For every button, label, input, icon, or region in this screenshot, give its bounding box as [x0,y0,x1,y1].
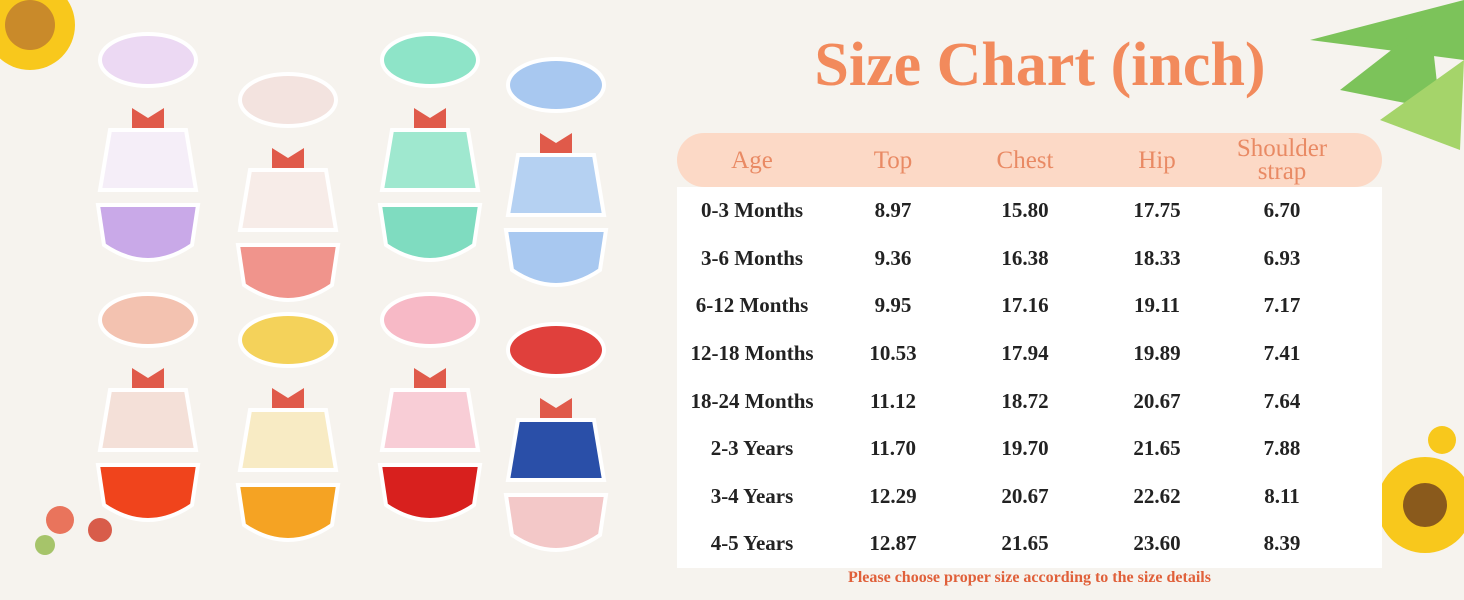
table-cell: 12-18 Months [690,341,814,366]
sunflower [1377,426,1464,553]
outfit-part [272,388,304,408]
column-header: Top [873,146,913,174]
outfit-part [540,133,572,153]
outfit-part [235,483,341,542]
table-cell: 22.62 [1133,483,1181,508]
outfit-part [377,203,483,262]
table-cell: 0-3 Months [700,198,804,223]
outfit-part [238,72,338,128]
leaves [1310,0,1464,150]
column-header: Age [731,146,773,174]
outfit-part [380,292,480,348]
table-cell: 23.60 [1133,531,1181,556]
table-row: 4-5 Years 12.87 21.65 23.60 8.39 [677,520,1382,568]
table-cell: 17.75 [1133,198,1181,223]
outfit-part [272,148,304,168]
table-cell: 7.17 [1263,293,1301,318]
table-cell: 18.33 [1133,245,1181,270]
table-cell: 6.93 [1263,245,1301,270]
outfit-part [379,388,481,452]
sunflower [0,0,75,70]
table-cell: 8.11 [1264,483,1300,508]
table-cell: 20.67 [1133,388,1181,413]
table-cell: 12.87 [869,531,917,556]
outfit-part [235,243,341,302]
column-header: Hip [1138,146,1176,174]
outfit-part [95,203,201,262]
table-cell: 16.38 [1001,245,1049,270]
table-cell: 4-5 Years [710,531,794,556]
table-cell: 18-24 Months [690,388,814,413]
table-cell: 21.65 [1001,531,1049,556]
table-cell: 6.70 [1263,198,1301,223]
table-row: 3-4 Years 12.29 20.67 22.62 8.11 [677,473,1382,521]
outfit-part [95,463,201,522]
column-header: Shoulder strap [1236,135,1328,185]
outfit-part [506,57,606,113]
table-cell: 11.12 [869,388,917,413]
outfit-part [97,388,199,452]
outfit-part [377,463,483,522]
outfit-part [379,128,481,192]
table-cell: 9.95 [874,293,912,318]
outfit-part [505,153,607,217]
table-cell: 2-3 Years [710,436,794,461]
outfit-part [237,408,339,472]
table-cell: 11.70 [869,436,917,461]
table-row: 6-12 Months 9.95 17.16 19.11 7.17 [677,282,1382,330]
table-cell: 10.53 [869,341,917,366]
table-cell: 19.11 [1133,293,1181,318]
table-row: 12-18 Months 10.53 17.94 19.89 7.41 [677,330,1382,378]
outfit-part [503,228,609,287]
outfit-part [380,32,480,88]
table-cell: 20.67 [1001,483,1049,508]
outfit-part [97,128,199,192]
table-cell: 7.41 [1263,341,1301,366]
outfit-part [414,108,446,128]
table-cell: 7.64 [1263,388,1301,413]
outfit-part [98,292,198,348]
table-cell: 7.88 [1263,436,1301,461]
table-row: 0-3 Months 8.97 15.80 17.75 6.70 [677,187,1382,235]
table-cell: 21.65 [1133,436,1181,461]
table-cell: 12.29 [869,483,917,508]
table-cell: 9.36 [874,245,912,270]
column-header: Chest [996,146,1054,174]
table-cell: 17.16 [1001,293,1049,318]
outfit-part [132,108,164,128]
table-cell: 19.89 [1133,341,1181,366]
outfit-part [414,368,446,388]
table-cell: 6-12 Months [695,293,809,318]
table-cell: 8.39 [1263,531,1301,556]
outfit-part [503,493,609,552]
table-cell: 18.72 [1001,388,1049,413]
title: Size Chart (inch) [814,31,1266,99]
note: Please choose proper size according to t… [848,569,1211,586]
table-row: 18-24 Months 11.12 18.72 20.67 7.64 [677,377,1382,425]
size-table: Age Top Chest Hip Shoulder strap 0-3 Months 8… [677,133,1382,568]
table-row: 2-3 Years 11.70 19.70 21.65 7.88 [677,425,1382,473]
outfit-part [132,368,164,388]
table-row: 3-6 Months 9.36 16.38 18.33 6.93 [677,235,1382,283]
outfit-part [540,398,572,418]
outfit-part [238,312,338,368]
table-cell: 3-4 Years [710,483,794,508]
table-cell: 17.94 [1001,341,1049,366]
outfit-part [98,32,198,88]
header-row: Age Top Chest Hip Shoulder strap [677,133,1382,187]
table-cell: 8.97 [874,198,912,223]
table-cell: 19.70 [1001,436,1049,461]
outfit-part [506,322,606,378]
table-cell: 15.80 [1001,198,1049,223]
table-cell: 3-6 Months [700,245,804,270]
outfit-part [505,418,607,482]
outfit-part [237,168,339,232]
